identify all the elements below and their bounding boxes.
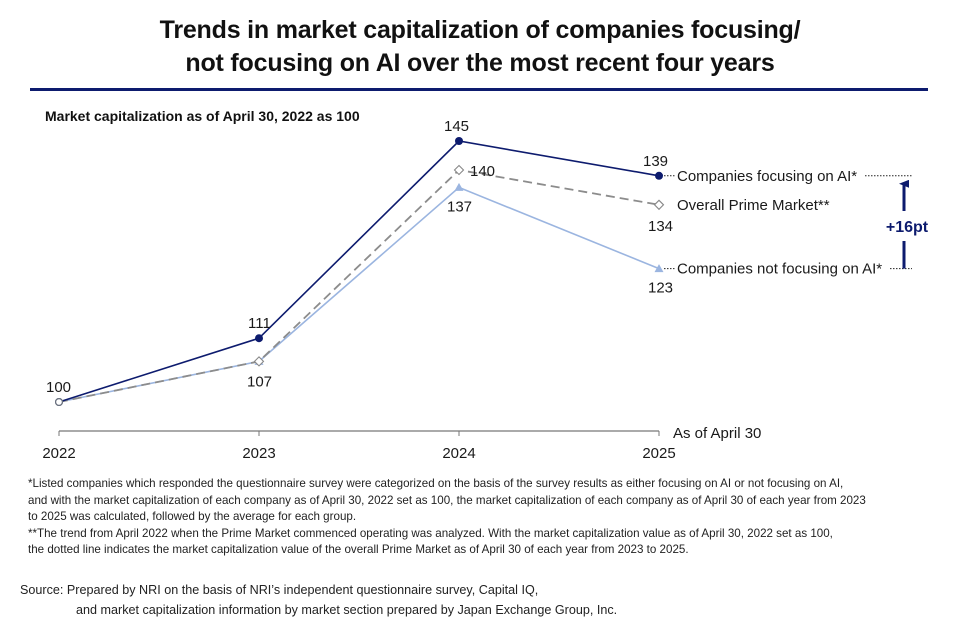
x-tick-label: 2022: [42, 445, 75, 462]
data-label: 134: [648, 218, 673, 235]
series-line-0: [58, 140, 660, 403]
data-label: 123: [648, 280, 673, 297]
line-chart: 2022 2023 2024 2025 As of April 30 100 111 145…: [42, 118, 929, 462]
data-point-marker: [253, 356, 265, 367]
data-point-marker: [654, 264, 664, 273]
x-tick-label: 2023: [242, 445, 275, 462]
data-label: 139: [643, 153, 668, 170]
legend-label-not-focusing-ai: Companies not focusing on AI*: [677, 261, 882, 278]
footnote-line: **The trend from April 2022 when the Pri…: [28, 526, 833, 540]
data-point-marker: [455, 137, 463, 145]
data-label: 145: [444, 118, 469, 135]
source-line-1: Source: Prepared by NRI on the basis of …: [20, 583, 539, 597]
chart-title: Trends in market capitalization of compa…: [0, 14, 960, 80]
footnote-line: the dotted line indicates the market cap…: [28, 543, 689, 556]
data-label: 137: [447, 198, 472, 215]
data-label: 140: [470, 163, 495, 180]
chart-subtitle: Market capitalization as of April 30, 20…: [45, 108, 360, 124]
data-point-marker: [454, 182, 464, 191]
source-line-2: and market capitalization information by…: [76, 603, 618, 617]
footnote-line: and with the market capitalization of ea…: [28, 493, 866, 507]
data-point-marker: [255, 334, 263, 343]
x-tick-label: 2025: [642, 445, 675, 462]
data-point-marker: [655, 171, 663, 180]
title-divider: [30, 88, 928, 91]
source-note: Source: Prepared by NRI on the basis of …: [20, 580, 617, 620]
footnote-line: to 2025 was calculated, followed by the …: [28, 510, 357, 523]
series-line-2: [58, 186, 660, 403]
series-line-1: [58, 169, 660, 403]
legend-label-focusing-ai: Companies focusing on AI*: [677, 168, 857, 185]
data-point-marker: [653, 199, 665, 211]
x-tick-label: 2024: [442, 445, 475, 462]
legend-label-prime-market: Overall Prime Market**: [677, 197, 830, 214]
footnotes: *Listed companies which responded the qu…: [28, 476, 948, 559]
chart-title-line-1: Trends in market capitalization of compa…: [159, 16, 801, 44]
data-label: 100: [46, 379, 71, 396]
data-label: 107: [247, 373, 272, 390]
footnote-line: *Listed companies which responded the qu…: [28, 477, 844, 490]
chart-title-line-2: not focusing on AI over the most recent …: [185, 49, 775, 77]
data-label: 111: [248, 315, 271, 332]
data-point-marker: [453, 164, 465, 176]
difference-annotation-label: +16pt: [886, 219, 929, 236]
x-axis-title: As of April 30: [673, 425, 761, 442]
data-point-marker: [54, 398, 63, 407]
